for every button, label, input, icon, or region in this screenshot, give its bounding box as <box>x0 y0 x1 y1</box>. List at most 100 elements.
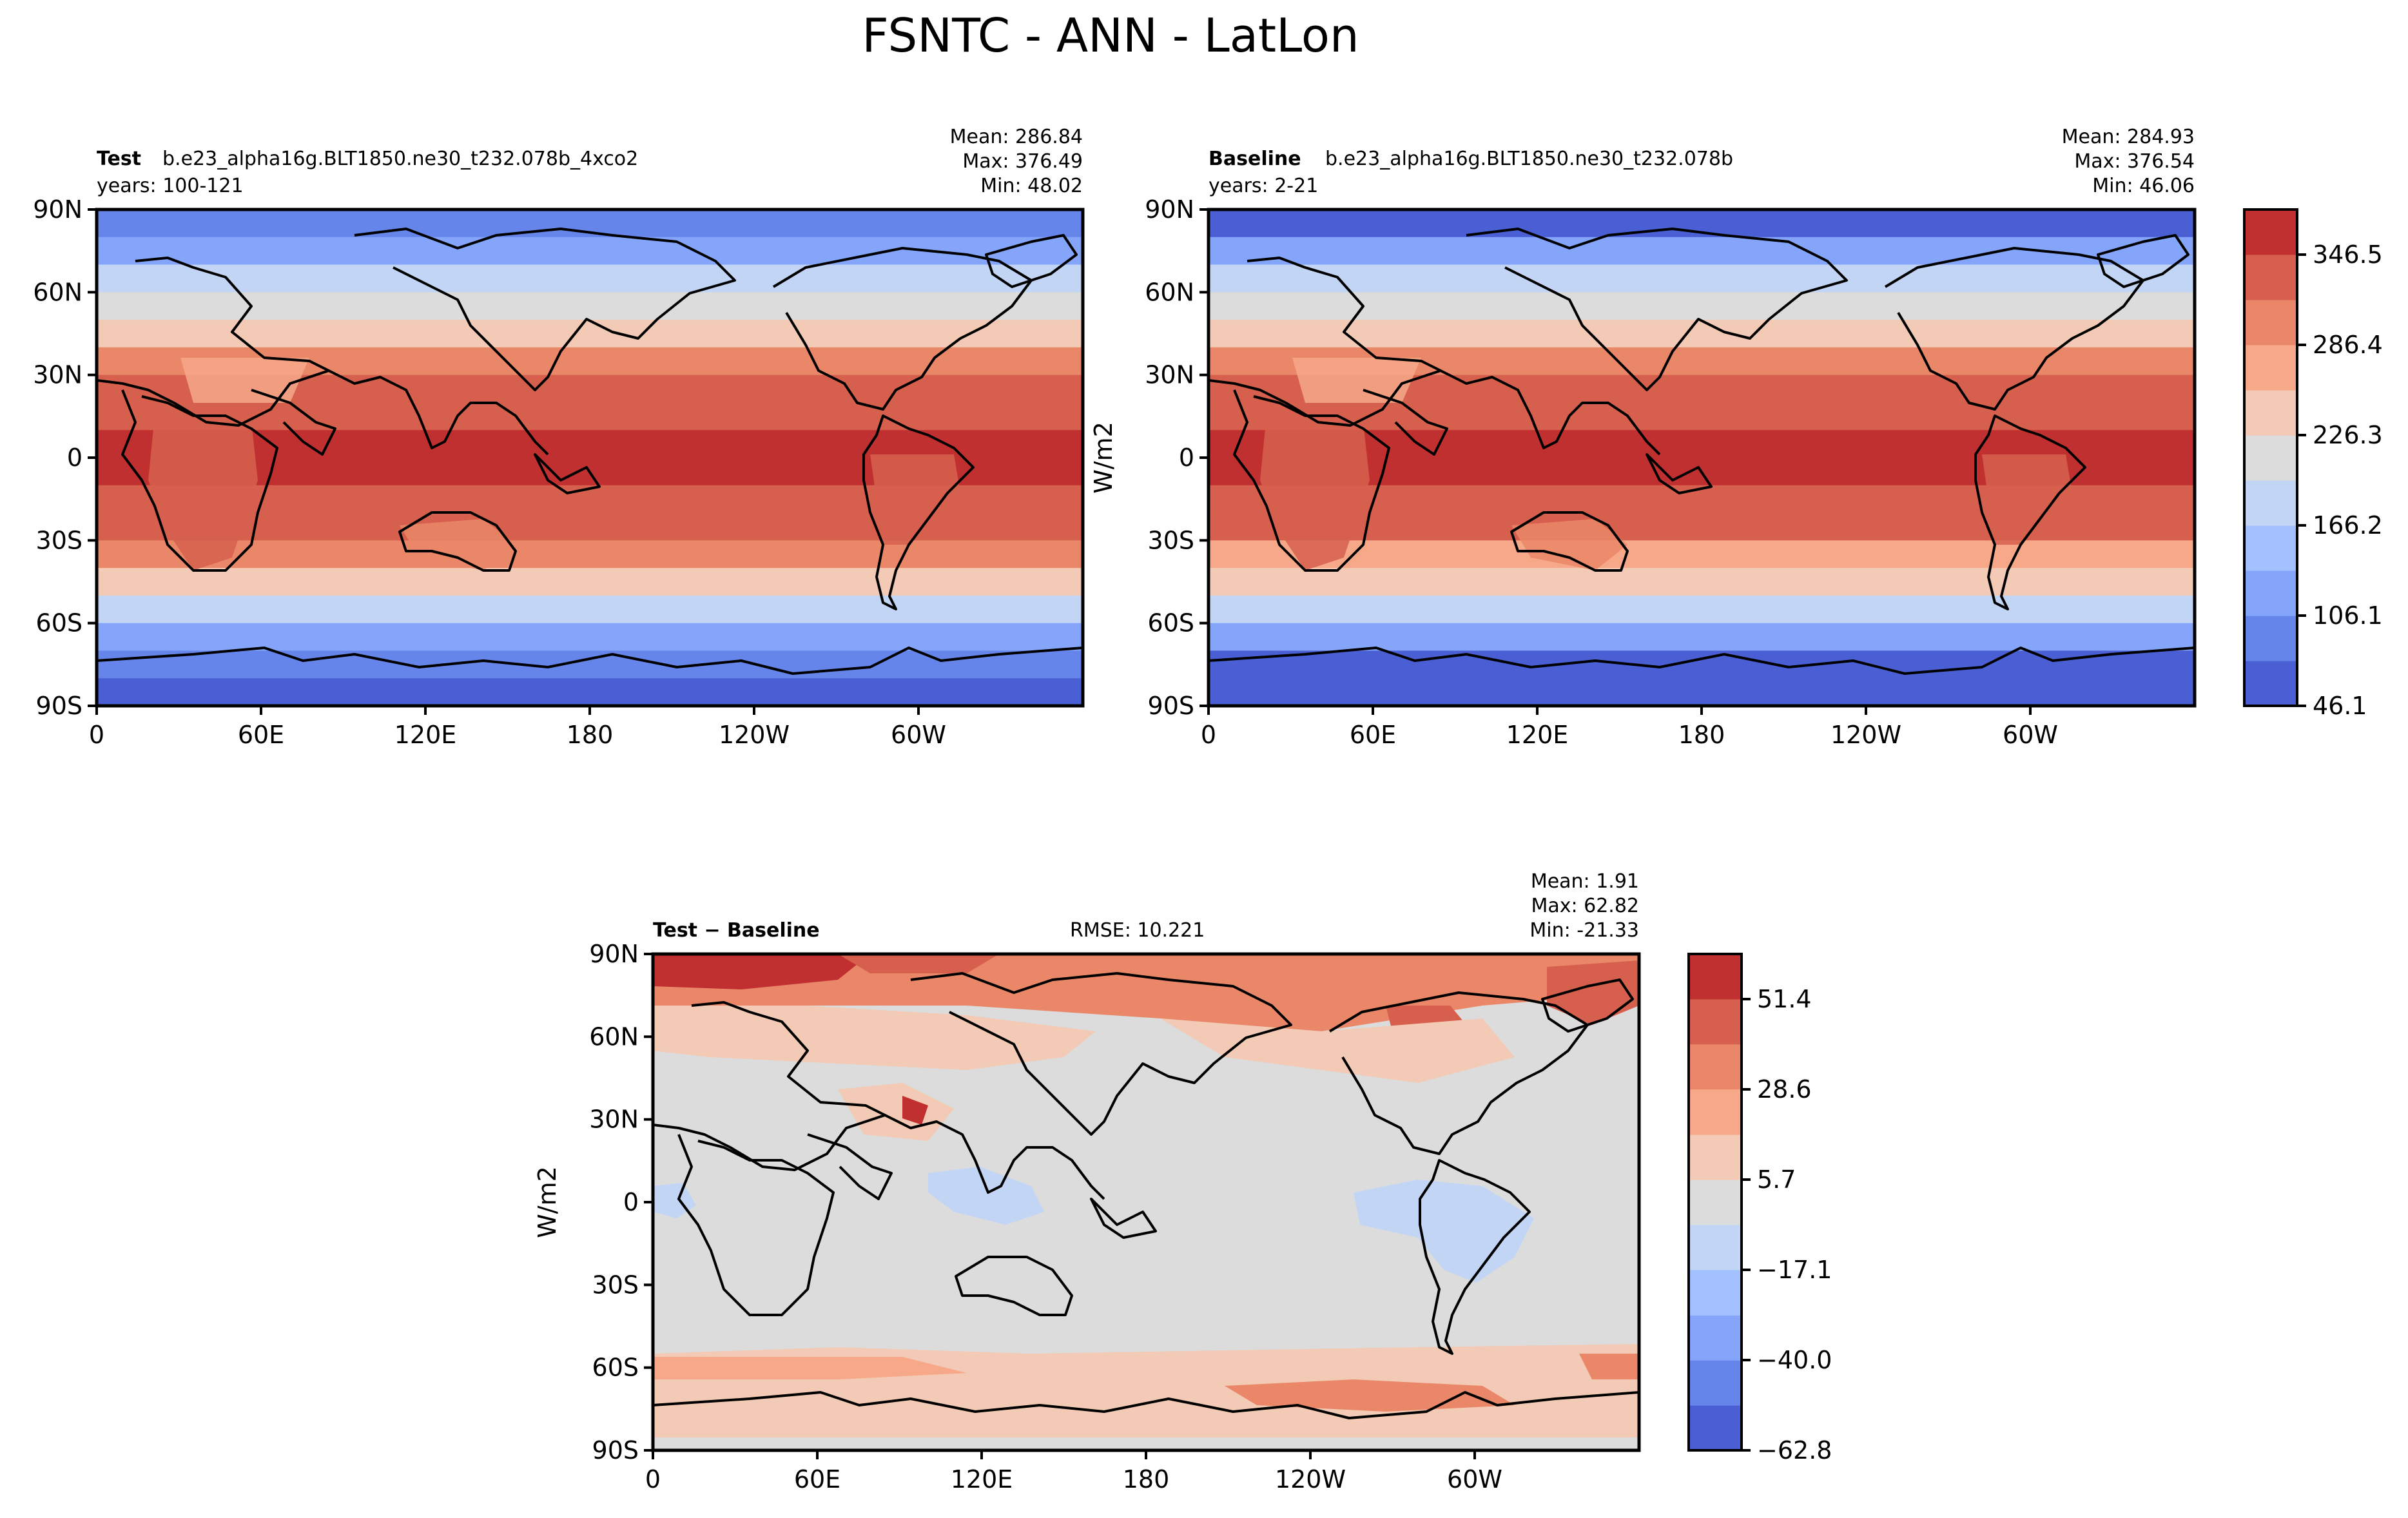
coastline <box>1440 369 1661 456</box>
diff-colorbar: 51.4 28.6 5.7 −17.1 −40.0 −62.8 <box>1687 953 1832 1464</box>
y-tick-label: 90N <box>1145 195 1194 224</box>
test-title-bold: Test <box>97 148 141 170</box>
baseline-years: years: 2-21 <box>1209 175 1318 197</box>
land-patch <box>1292 358 1421 403</box>
colorbar-segment <box>2244 480 2297 526</box>
coastline <box>1510 511 1629 572</box>
diff-max: Max: 62.82 <box>1531 895 1639 917</box>
baseline-min: Min: 46.06 <box>2092 175 2195 197</box>
x-tick-label: 120E <box>1506 721 1569 749</box>
baseline-x-ticks: 0 60E 120E 180 120W 60W <box>1201 706 2058 749</box>
colorbar-tick-label: −17.1 <box>1757 1256 1832 1284</box>
zonal-band <box>97 623 1083 652</box>
colorbar-segment <box>2244 390 2297 436</box>
colorbar-tick-label: 226.3 <box>2313 421 2383 449</box>
coastline <box>1884 247 2144 411</box>
coastline <box>1328 991 1589 1155</box>
colorbar-segment <box>1689 1134 1742 1180</box>
colorbar-tick-label: −62.8 <box>1757 1436 1832 1464</box>
y-tick-label: 0 <box>67 443 83 472</box>
x-tick-label: 180 <box>1678 721 1725 749</box>
x-tick-label: 60E <box>238 721 284 749</box>
baseline-case-name: b.e23_alpha16g.BLT1850.ne30_t232.078b <box>1325 148 1733 170</box>
baseline-y-ticks: 90N 60N 30N 0 30S 60S 90S <box>1145 195 1209 720</box>
test-field <box>97 209 1083 706</box>
figure-title: FSNTC - ANN - LatLon <box>862 8 1359 63</box>
baseline-max: Max: 376.54 <box>2074 150 2195 173</box>
colorbar-segment <box>2244 661 2297 706</box>
colorbar-tick-label: 5.7 <box>1757 1165 1796 1194</box>
coastline <box>1419 1159 1531 1355</box>
test-min: Min: 48.02 <box>980 175 1083 197</box>
colorbar-segment <box>2244 300 2297 345</box>
x-tick-label: 60E <box>794 1465 840 1494</box>
coastline <box>910 972 1292 1136</box>
test-years: years: 100-121 <box>97 175 244 197</box>
land-anomalies <box>148 358 960 570</box>
zonal-band <box>97 678 1083 706</box>
colorbar-tick-label: 46.1 <box>2313 692 2367 720</box>
diff-min: Min: -21.33 <box>1529 919 1639 942</box>
coastline <box>1646 453 1713 494</box>
y-tick-label: 60S <box>36 609 83 637</box>
x-tick-label: 120W <box>1830 721 1901 749</box>
land-patch <box>1511 519 1627 570</box>
zonal-band <box>97 320 1083 348</box>
colorbar-segment <box>1689 998 1742 1045</box>
colorbar-frame <box>1687 953 1743 1452</box>
y-tick-label: 60N <box>1145 278 1194 306</box>
colorbar-segment <box>2244 435 2297 481</box>
y-tick-label: 30S <box>592 1270 639 1299</box>
colorbar-tick-label: −40.0 <box>1757 1346 1832 1374</box>
colorbar-segment <box>1689 954 1742 1000</box>
x-tick-label: 120E <box>951 1465 1013 1494</box>
colorbar-tick-label: 286.4 <box>2313 331 2383 359</box>
test-y-ticks: 90N 60N 30N 0 30S 60S 90S <box>33 195 97 720</box>
zonal-band <box>1209 568 2195 596</box>
x-tick-label: 120W <box>719 721 790 749</box>
diff-y-ticks: 90N 60N 30N 0 30S 60S 90S <box>589 940 653 1464</box>
zonal-band <box>1209 678 2195 706</box>
x-tick-label: 0 <box>1201 721 1216 749</box>
colorbar-frame <box>2243 208 2298 707</box>
colorbar-segment <box>1689 1224 1742 1270</box>
diff-field <box>653 954 1639 1450</box>
y-tick-label: 90N <box>589 940 639 968</box>
zonal-band <box>1209 402 2195 431</box>
colorbar-segment <box>1689 1405 1742 1451</box>
colorbar-segment <box>1689 1315 1742 1361</box>
x-tick-label: 120W <box>1275 1465 1346 1494</box>
test-max: Max: 376.49 <box>962 150 1083 173</box>
y-tick-label: 30N <box>33 361 83 389</box>
land-patch <box>1982 454 2072 545</box>
baseline-mean: Mean: 284.93 <box>2062 126 2195 148</box>
x-tick-label: 120E <box>394 721 457 749</box>
colorbar-tick-label: 346.5 <box>2313 240 2383 269</box>
zonal-band <box>97 237 1083 266</box>
y-tick-label: 90S <box>592 1436 639 1464</box>
colorbar-segment <box>1689 1180 1742 1225</box>
zonal-band <box>97 595 1083 624</box>
x-tick-label: 180 <box>567 721 614 749</box>
colorbar-segment <box>1689 1089 1742 1135</box>
y-tick-label: 0 <box>1179 443 1194 472</box>
colorbar-segment <box>1689 1044 1742 1090</box>
y-tick-label: 60S <box>592 1354 639 1382</box>
diff-panel: Test − Baseline RMSE: 10.221 Mean: 1.91 … <box>533 870 1832 1494</box>
coastline <box>807 1133 893 1200</box>
x-tick-label: 0 <box>89 721 104 749</box>
coastline <box>1974 414 2086 610</box>
baseline-ylabel: W/m2 <box>1089 422 1118 494</box>
zonal-band <box>1209 237 2195 266</box>
colorbar-segment <box>1689 1269 1742 1316</box>
x-tick-label: 60E <box>1350 721 1396 749</box>
diff-mean: Mean: 1.91 <box>1531 870 1639 893</box>
land-patch <box>400 519 516 570</box>
zonal-band <box>1209 264 2195 293</box>
y-tick-label: 0 <box>623 1188 639 1216</box>
y-tick-label: 60N <box>33 278 83 306</box>
diff-ylabel: W/m2 <box>533 1166 561 1238</box>
baseline-panel: Baseline b.e23_alpha16g.BLT1850.ne30_t23… <box>1089 126 2383 749</box>
y-tick-label: 30S <box>36 526 83 554</box>
